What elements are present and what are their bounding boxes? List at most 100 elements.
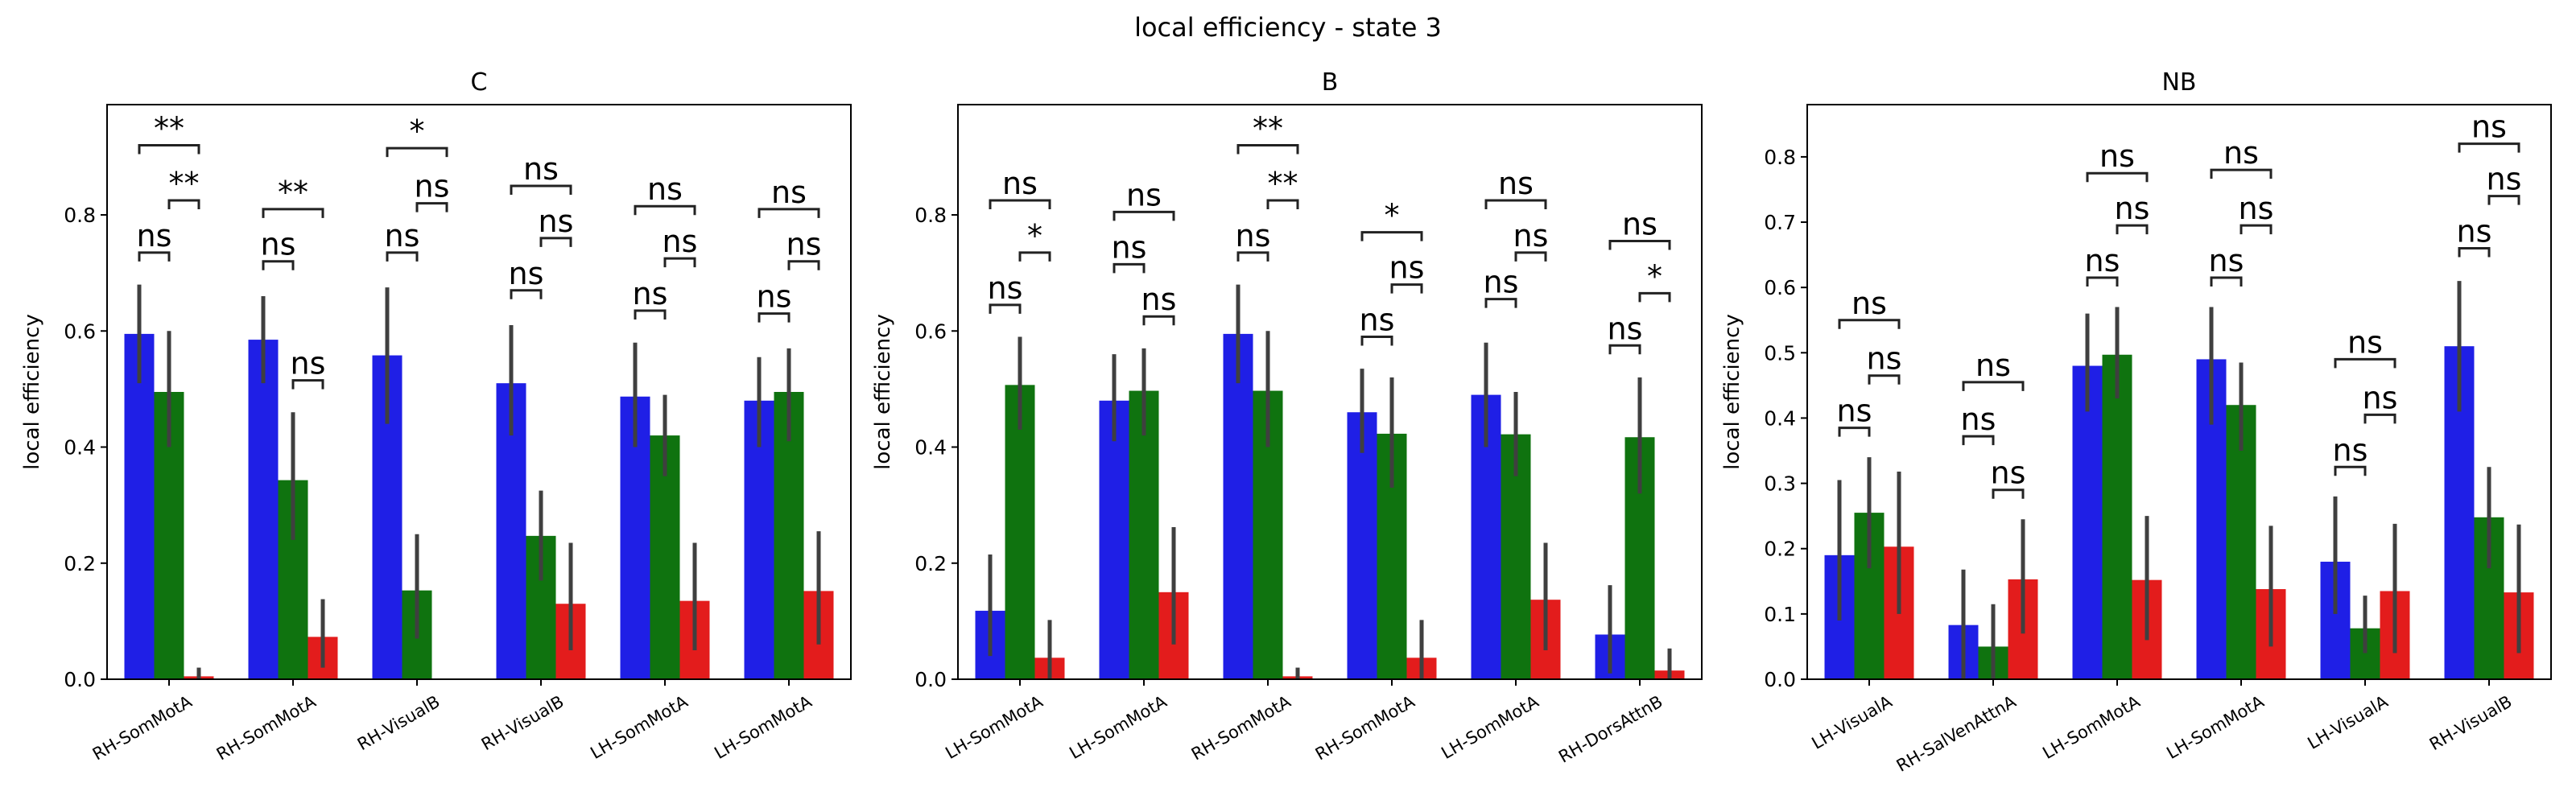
y-axis-label: local efficiency [20,314,44,470]
significance-label: ns [633,276,668,311]
significance-bracket [2334,465,2367,476]
x-tick-label: RH-SomMotA [213,691,320,764]
significance-label: ns [786,227,822,262]
significance-label: ns [1389,250,1425,286]
significance-label: * [410,113,425,149]
significance-label: ** [1268,166,1298,201]
bar [1347,412,1377,679]
significance-label: ns [415,169,450,204]
significance-bracket [386,251,419,262]
significance-bracket [634,309,667,320]
significance-bracket [2116,224,2149,235]
significance-bracket [1992,489,2025,499]
y-tick-label: 0.3 [1764,472,1796,496]
bar [124,333,155,679]
significance-bracket [1360,231,1423,241]
x-tick-label: LH-SomMotA [587,691,691,763]
significance-bracket [1484,199,1547,209]
significance-label: ns [1484,265,1519,300]
significance-bracket [138,143,200,155]
significance-bracket [1390,283,1423,294]
significance-label: ns [1141,282,1177,317]
significance-bracket [2458,247,2491,258]
significance-bracket [663,257,696,268]
chart-title: C [471,68,488,97]
x-tick-label: RH-SomMotA [1312,691,1418,764]
significance-bracket [2363,413,2396,424]
significance-label: ** [169,166,200,201]
significance-bracket [262,208,324,218]
significance-bracket [510,184,572,195]
significance-label: ns [2239,191,2274,226]
y-tick-label: 0.2 [1764,538,1796,561]
significance-label: ** [278,175,308,210]
significance-bracket [539,237,572,247]
significance-bracket [1638,291,1671,303]
significance-bracket [1514,251,1547,262]
significance-label: ns [2457,214,2492,249]
significance-bracket [2210,168,2273,179]
significance-bracket [262,260,295,270]
chart-panel-nb: NB ns ns ns ns ns ns ns ns ns ns ns ns ns ns ns ns ns ns 0.… [1720,68,2552,776]
significance-label: ns [2115,191,2150,226]
chart-panel-b: Bns*nsnsnsnsns****nsns*nsnsnsns*ns0.00.2… [871,68,1703,767]
y-axis-label: local efficiency [871,314,895,470]
significance-bracket [1113,262,1146,274]
significance-bracket [1962,435,1995,446]
bar [2102,354,2132,679]
significance-label: ns [663,224,698,259]
significance-label: ns [1498,166,1534,201]
bar [2072,365,2103,679]
significance-bracket [787,260,820,270]
significance-bracket [1608,344,1641,355]
chart-title: NB [2161,68,2196,97]
x-tick-label: RH-DorsAttnB [1555,692,1666,767]
significance-label: ns [1622,206,1657,241]
significance-bracket [1142,315,1175,326]
significance-bracket [1868,374,1901,385]
significance-label: ns [1112,229,1147,265]
significance-label: ** [154,110,184,146]
significance-label: * [1647,258,1662,294]
x-tick-label: LH-SomMotA [1438,691,1542,763]
significance-bracket [1236,143,1299,155]
significance-bracket [1838,319,1901,329]
significance-label: ns [1513,218,1549,254]
significance-label: ns [261,227,296,262]
x-tick-label: LH-SomMotA [942,691,1046,763]
significance-label: ns [385,218,420,254]
significance-bracket [1236,251,1269,262]
significance-label: ns [2333,432,2368,468]
significance-label: ns [1002,166,1038,201]
bar [1223,333,1253,679]
y-tick-label: 0.4 [64,436,96,460]
significance-bracket [1484,298,1517,308]
chart-panel-c: Cns ** ** ns ns ** ns ns * ns ns ns ns ns ns ns ns ns 0.0 0… [20,68,852,764]
y-tick-label: 0.4 [1764,406,1796,430]
significance-bracket [1360,335,1393,346]
chart-title: B [1322,68,1339,97]
y-tick-label: 0.7 [1764,211,1796,234]
significance-bracket [1962,381,2025,391]
y-tick-label: 0.0 [914,668,947,691]
significance-bracket [758,312,791,323]
significance-bracket [758,208,820,218]
y-tick-label: 0.6 [914,319,947,343]
significance-bracket [2334,357,2396,369]
y-tick-label: 0.6 [1764,276,1796,299]
significance-label: ns [523,151,559,187]
significance-bracket [386,146,448,158]
significance-label: ns [2085,243,2120,278]
y-tick-label: 0.0 [64,668,96,691]
significance-label: ns [2347,324,2383,360]
significance-label: ns [509,256,544,291]
x-tick-label: RH-VisualB [354,692,444,755]
significance-label: ns [1991,456,2026,491]
plot-frame [957,104,1703,680]
significance-bracket [634,204,696,216]
x-tick-label: RH-SalVenAttnA [1893,691,2020,776]
significance-bracket [138,251,171,262]
y-axis-label: local efficiency [1720,314,1744,470]
significance-label: ns [1961,402,1996,437]
